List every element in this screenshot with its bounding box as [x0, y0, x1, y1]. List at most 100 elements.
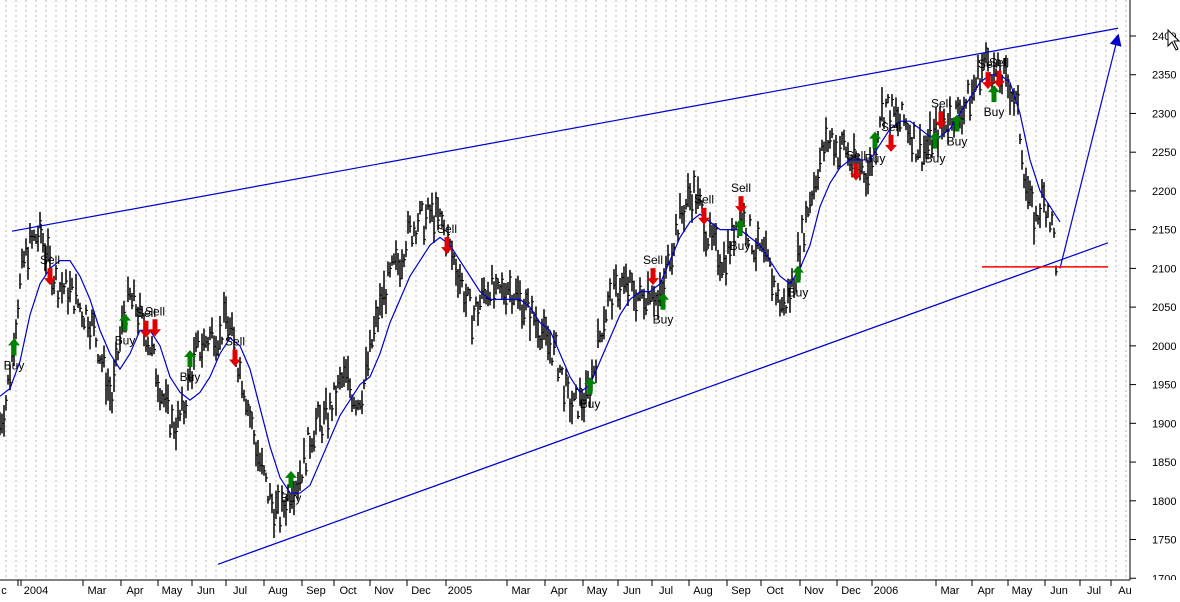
sell-arrow-icon: [441, 237, 453, 255]
sell-arrow-icon: [647, 268, 659, 286]
buy-arrow-icon: [734, 219, 746, 237]
x-axis-band: [0, 580, 1180, 602]
plot-background: [0, 0, 1130, 580]
x-tick-label: Aug: [268, 585, 288, 597]
sell-signal-label: Sell: [931, 97, 951, 111]
y-tick-label: 1750: [1152, 535, 1176, 547]
buy-signal-label: Buy: [788, 286, 809, 300]
sell-arrow-icon: [44, 268, 56, 286]
x-tick-label: Sep: [306, 585, 326, 597]
x-tick-label: Dec: [411, 585, 431, 597]
buy-signal-label: Buy: [4, 358, 25, 372]
sell-arrow-icon: [935, 111, 947, 129]
x-tick-label: Jun: [197, 585, 215, 597]
sell-signal-label: Sell: [846, 149, 866, 163]
buy-signal-label: Buy: [281, 491, 302, 505]
buy-arrow-icon: [929, 131, 941, 149]
x-tick-label: Apr: [550, 585, 567, 597]
buy-signal-label: Buy: [115, 334, 136, 348]
sell-signal-label: Sell: [978, 57, 998, 71]
x-tick-label: Mar: [941, 585, 960, 597]
sell-signal-label: Sell: [643, 253, 663, 267]
x-tick-label: Jun: [1050, 585, 1068, 597]
x-tick-label: Nov: [374, 585, 394, 597]
x-tick-label: Apr: [126, 585, 143, 597]
x-tick-label: Oct: [766, 585, 783, 597]
buy-arrow-icon: [792, 265, 804, 283]
buy-signal-label: Buy: [925, 152, 946, 166]
sell-arrow-icon: [229, 349, 241, 367]
buy-arrow-icon: [285, 470, 297, 488]
y-tick-label: 2100: [1152, 263, 1176, 275]
y-tick-label: 2300: [1152, 108, 1176, 120]
buy-signal-label: Buy: [580, 397, 601, 411]
trendline-2: [1059, 33, 1122, 269]
x-tick-label: Nov: [804, 585, 824, 597]
x-tick-label: 2004: [24, 585, 48, 597]
sell-signal-label: Sell: [145, 304, 165, 318]
sell-arrow-icon: [982, 72, 994, 90]
buy-signal-label: Buy: [865, 152, 886, 166]
buy-signal-label: Buy: [180, 370, 201, 384]
buy-arrow-icon: [951, 114, 963, 132]
buy-arrow-icon: [657, 292, 669, 310]
sell-signal-label: Sell: [40, 253, 60, 267]
x-tick-label: Au: [1118, 585, 1131, 597]
buy-signal-label: Buy: [984, 105, 1005, 119]
sell-arrow-icon: [993, 70, 1005, 88]
sell-arrow-icon: [850, 163, 862, 181]
trendline-1: [217, 242, 1109, 565]
x-tick-label: Jul: [233, 585, 247, 597]
x-tick-label: 2006: [874, 585, 898, 597]
y-tick-label: 2000: [1152, 341, 1176, 353]
sell-arrow-icon: [735, 196, 747, 214]
x-tick-label: Aug: [693, 585, 713, 597]
x-tick-label: Jun: [623, 585, 641, 597]
y-tick-label: 2350: [1152, 70, 1176, 82]
buy-arrow-icon: [988, 85, 1000, 103]
sell-signal-label: Sell: [731, 181, 751, 195]
sell-signal-label: Sell: [437, 222, 457, 236]
buy-signal-label: Buy: [730, 239, 751, 253]
sell-arrow-icon: [149, 319, 161, 337]
buy-signal-label: Buy: [653, 313, 674, 327]
y-tick-label: 2050: [1152, 302, 1176, 314]
buy-arrow-icon: [184, 350, 196, 368]
x-tick-label: Dec: [841, 585, 861, 597]
moving-average-line: [0, 74, 1061, 494]
trendline-0: [11, 27, 1119, 232]
sell-signal-label: Sell: [989, 56, 1009, 70]
x-tick-label: Jul: [1087, 585, 1101, 597]
sell-signal-label: Sell: [694, 193, 714, 207]
sell-arrow-icon: [140, 320, 152, 338]
x-tick-label: Mar: [512, 585, 531, 597]
x-tick-label: May: [587, 585, 608, 597]
x-tick-label: May: [162, 585, 183, 597]
x-tick-label: Oct: [339, 585, 356, 597]
x-tick-label: May: [1012, 585, 1033, 597]
y-tick-label: 1800: [1152, 496, 1176, 508]
y-tick-label: 2200: [1152, 186, 1176, 198]
buy-signal-label: Buy: [947, 135, 968, 149]
y-tick-label: 2150: [1152, 225, 1176, 237]
sell-signal-label: Sell: [225, 334, 245, 348]
y-tick-label: 1900: [1152, 418, 1176, 430]
buy-arrow-icon: [869, 131, 881, 149]
sell-signal-label: Sell: [136, 306, 156, 320]
sell-arrow-icon: [698, 207, 710, 225]
buy-arrow-icon: [584, 377, 596, 395]
sell-signal-label: Sell: [881, 120, 901, 134]
y-tick-label: 1950: [1152, 380, 1176, 392]
buy-arrow-icon: [119, 313, 131, 331]
mouse-cursor-icon: [1167, 28, 1180, 51]
x-tick-label: Sep: [731, 585, 751, 597]
x-tick-label: 2005: [448, 585, 472, 597]
x-tick-label: Mar: [88, 585, 107, 597]
x-tick-label: Apr: [977, 585, 994, 597]
y-tick-label: 2250: [1152, 147, 1176, 159]
y-tick-label: 1850: [1152, 457, 1176, 469]
sell-arrow-icon: [885, 134, 897, 152]
x-tick-label: c: [1, 585, 7, 597]
